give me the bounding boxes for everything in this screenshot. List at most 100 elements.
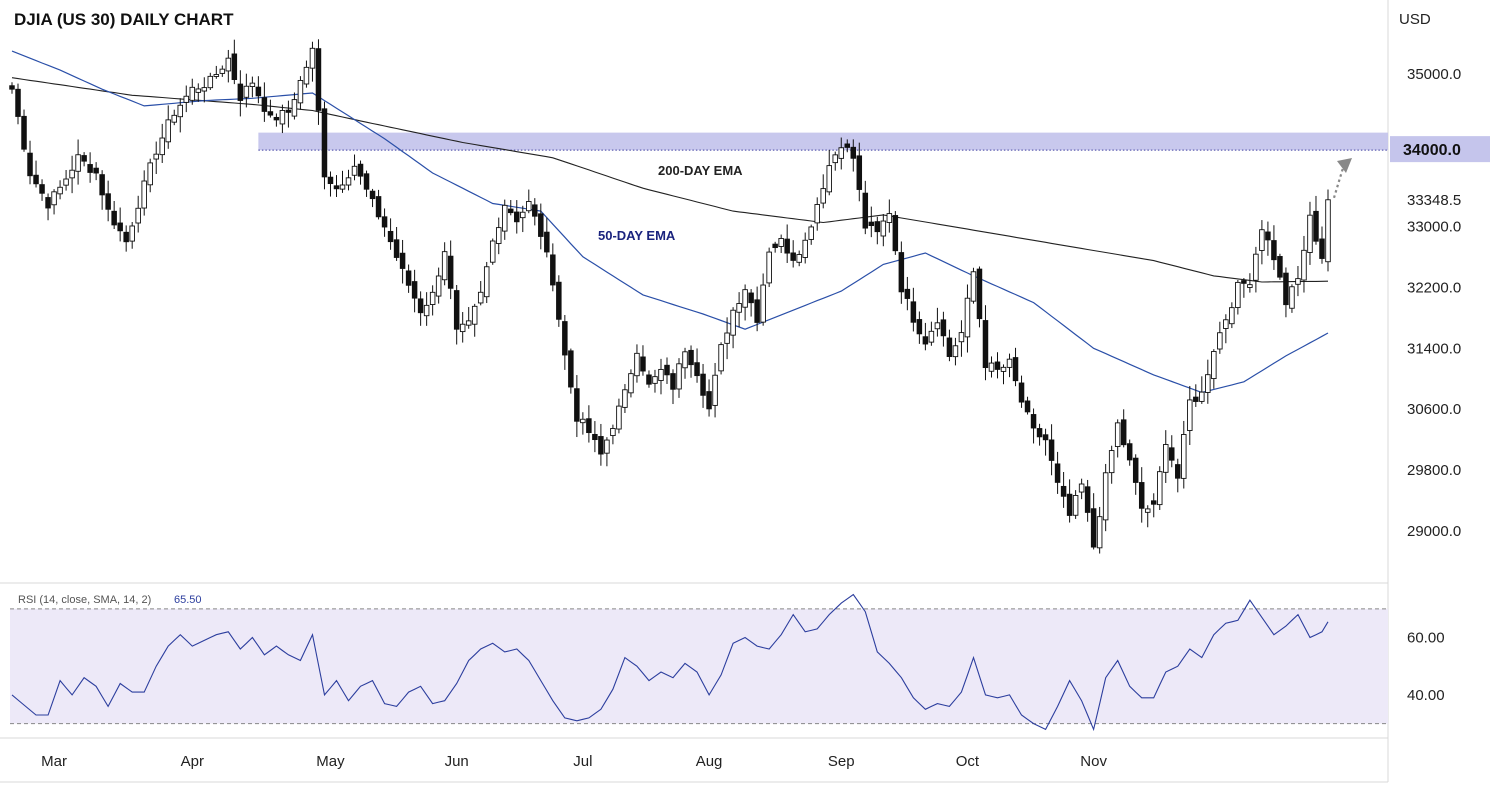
candle-body-up xyxy=(1295,278,1301,285)
candle-body-down xyxy=(33,174,39,185)
price-tick-label: 30600.0 xyxy=(1407,401,1461,418)
candle-body-up xyxy=(459,323,466,333)
resistance-price-label: 34000.0 xyxy=(1403,142,1461,159)
candle xyxy=(441,242,448,286)
candle xyxy=(928,321,935,346)
candle-body-down xyxy=(1090,508,1097,548)
candle-body-down xyxy=(598,436,604,455)
ema-lines: 200-DAY EMA 50-DAY EMA xyxy=(11,50,1352,394)
candle xyxy=(766,247,772,288)
candle-body-up xyxy=(1229,307,1235,325)
candle xyxy=(1090,493,1097,550)
candle-body-up xyxy=(1325,199,1331,263)
candle-body-up xyxy=(1217,332,1223,350)
candle-body-down xyxy=(844,143,851,148)
candle xyxy=(592,421,598,453)
candle-body-down xyxy=(694,362,700,377)
candle-body-up xyxy=(1072,495,1079,516)
candle xyxy=(550,243,556,292)
candle xyxy=(69,155,75,194)
candle xyxy=(267,99,274,118)
candle-body-down xyxy=(748,292,754,304)
candle xyxy=(898,241,905,304)
candle-body-up xyxy=(309,47,316,69)
last-price-label: 33348.5 xyxy=(1407,192,1461,209)
candle-body-up xyxy=(832,154,839,164)
candle xyxy=(1319,226,1325,264)
candle xyxy=(183,85,190,113)
candle xyxy=(916,311,923,344)
candle xyxy=(910,287,917,332)
candle xyxy=(754,286,760,332)
candle xyxy=(51,189,57,215)
candle-body-up xyxy=(477,291,484,304)
candle xyxy=(1000,364,1007,385)
candle-body-up xyxy=(1289,286,1295,309)
candle-body-up xyxy=(928,330,935,343)
candle-body-down xyxy=(910,301,917,323)
candle-body-up xyxy=(75,154,81,172)
candle-body-down xyxy=(592,433,598,441)
candle xyxy=(994,352,1001,379)
candlesticks xyxy=(9,39,1331,554)
candle xyxy=(628,369,634,398)
candle xyxy=(982,305,989,381)
candle xyxy=(1163,430,1169,483)
candle xyxy=(195,83,202,102)
candle xyxy=(772,241,778,253)
candle xyxy=(93,162,99,181)
candle xyxy=(471,303,478,337)
candle xyxy=(532,198,538,226)
candle-body-up xyxy=(141,180,147,209)
candle xyxy=(1054,451,1061,494)
candle xyxy=(694,348,700,383)
candle xyxy=(447,240,454,300)
month-label: Jul xyxy=(573,753,592,770)
candle xyxy=(802,232,808,264)
candle-body-up xyxy=(1114,422,1121,448)
candle-body-up xyxy=(1181,434,1187,479)
candle-body-down xyxy=(898,252,905,293)
candle xyxy=(1283,267,1289,318)
candle xyxy=(9,82,15,94)
candle xyxy=(1307,201,1313,265)
candle xyxy=(844,139,851,153)
candle xyxy=(880,214,887,247)
candle xyxy=(135,195,141,233)
candle xyxy=(778,234,784,254)
candle xyxy=(586,405,592,443)
candle-body-up xyxy=(760,284,766,323)
candle-body-down xyxy=(321,108,328,178)
candle xyxy=(1265,221,1271,256)
month-label: Oct xyxy=(956,753,980,770)
candle-body-down xyxy=(231,53,238,80)
candle xyxy=(1144,505,1151,528)
candle xyxy=(147,158,153,193)
candle xyxy=(736,292,742,328)
candle xyxy=(1072,490,1079,519)
candle xyxy=(177,98,184,133)
candle xyxy=(363,170,370,197)
candle xyxy=(213,65,220,79)
projection-arrow-head xyxy=(1337,158,1352,173)
candle xyxy=(489,238,496,265)
candle-body-down xyxy=(99,174,105,196)
candle-body-up xyxy=(616,405,622,430)
projection-arrow-line xyxy=(1332,167,1345,199)
candle xyxy=(526,189,532,214)
candle xyxy=(465,307,472,329)
candle-body-down xyxy=(1319,238,1325,259)
candle-body-up xyxy=(604,439,610,454)
candle-body-down xyxy=(1138,482,1145,509)
candle xyxy=(616,398,622,434)
candle xyxy=(225,49,232,83)
resistance-zone xyxy=(258,132,1389,151)
candle xyxy=(970,267,977,304)
candle-body-down xyxy=(754,299,760,323)
month-label: Sep xyxy=(828,753,855,770)
candle xyxy=(117,207,123,242)
candle xyxy=(159,123,165,163)
candle xyxy=(33,160,39,188)
candle-body-up xyxy=(778,238,784,247)
candle-body-up xyxy=(201,87,208,92)
